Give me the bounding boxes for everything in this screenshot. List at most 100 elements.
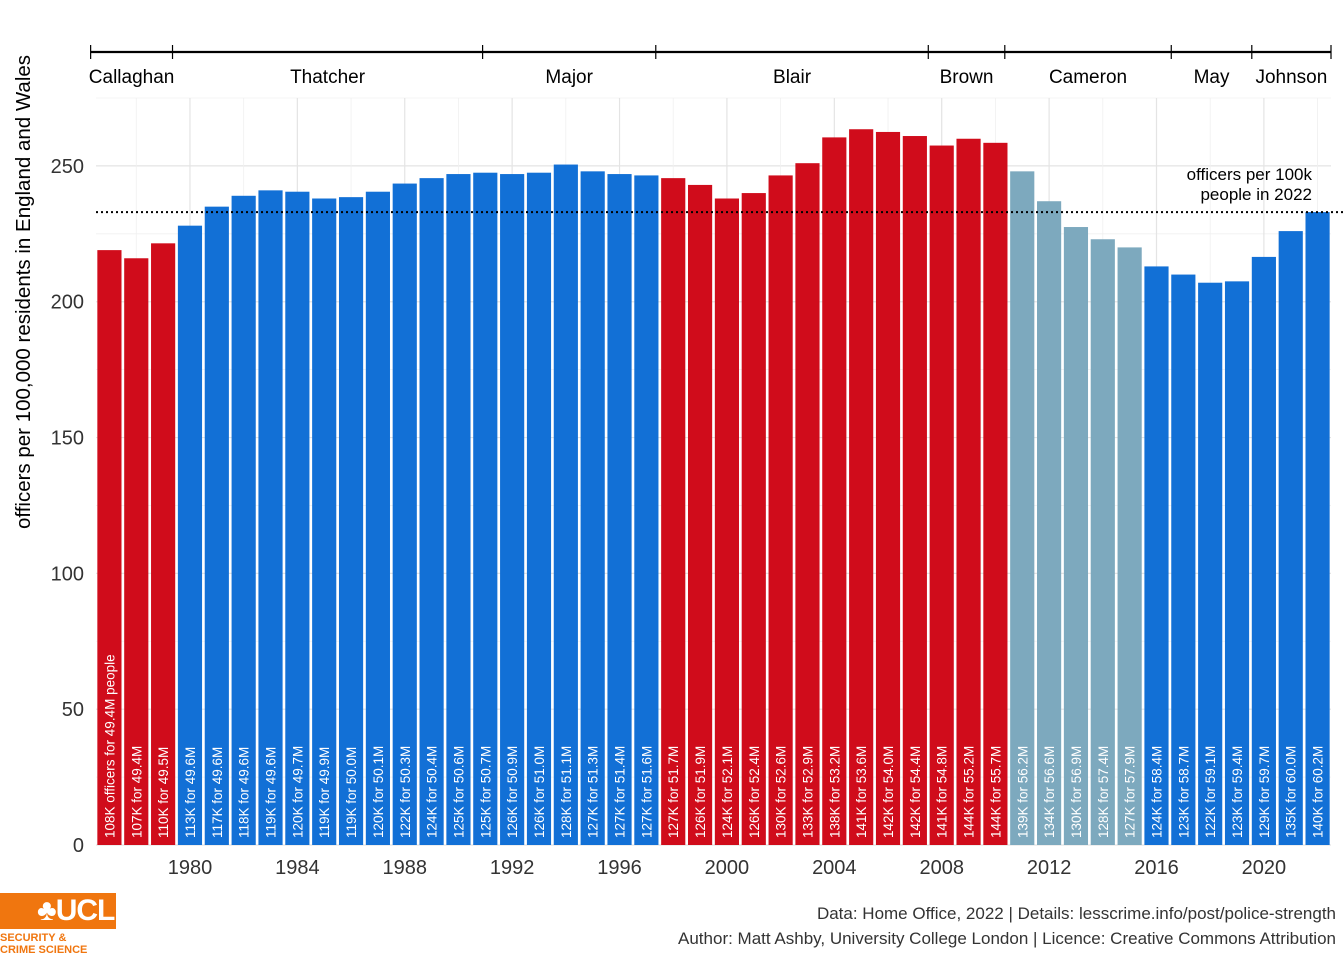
x-tick-label: 1992 bbox=[490, 857, 535, 879]
bar bbox=[312, 198, 337, 846]
bar bbox=[204, 206, 229, 845]
bar-label: 125K for 50.6M bbox=[451, 746, 466, 838]
bar-label: 126K for 51.0M bbox=[532, 746, 547, 838]
bar-label: 140K for 60.2M bbox=[1311, 746, 1326, 838]
bar-label: 123K for 59.4M bbox=[1230, 746, 1245, 838]
bar-label: 120K for 50.1M bbox=[371, 746, 386, 838]
bar bbox=[849, 129, 874, 846]
bar-label: 113K for 49.6M bbox=[183, 747, 198, 838]
bar bbox=[1144, 266, 1169, 845]
x-tick-label: 1984 bbox=[275, 857, 320, 879]
bar-label: 119K for 50.0M bbox=[344, 747, 359, 838]
x-tick-label: 2020 bbox=[1242, 857, 1287, 879]
bar bbox=[607, 174, 632, 846]
pm-label: Johnson bbox=[1255, 67, 1327, 88]
y-tick-label: 50 bbox=[62, 699, 84, 721]
x-tick-label: 2004 bbox=[812, 857, 857, 879]
bar-label: 119K for 49.6M bbox=[264, 747, 279, 838]
ucl-logo-word: ♣UCL bbox=[37, 894, 115, 927]
bar-label: 127K for 51.4M bbox=[613, 746, 628, 838]
bar bbox=[661, 178, 686, 846]
bar-chart: 108K officers for 49.4M people 107K for 4… bbox=[12, 45, 1344, 879]
bar-label: 142K for 54.4M bbox=[908, 746, 923, 838]
pm-label: Major bbox=[545, 67, 593, 88]
bar-label: 122K for 50.3M bbox=[398, 746, 413, 838]
ucl-logo-box: ♣UCL bbox=[0, 893, 116, 929]
bar bbox=[97, 250, 122, 846]
bar bbox=[392, 183, 417, 846]
x-tick-label: 2008 bbox=[919, 857, 964, 879]
bar-label: 128K for 51.1M bbox=[559, 746, 574, 838]
bar bbox=[768, 175, 793, 845]
bar bbox=[446, 174, 471, 846]
bar-label: 126K for 52.4M bbox=[747, 746, 762, 838]
bar-label: 107K for 49.4M bbox=[129, 746, 144, 838]
bar-label: 124K for 58.4M bbox=[1149, 746, 1164, 838]
bar bbox=[553, 164, 578, 845]
bar bbox=[231, 195, 256, 846]
bar-label: 138K for 53.2M bbox=[827, 746, 842, 838]
pm-label: Callaghan bbox=[89, 67, 175, 88]
bar-label: 135K for 60.0M bbox=[1284, 746, 1299, 838]
footer-author: Author: Matt Ashby, University College L… bbox=[678, 929, 1336, 948]
bar bbox=[151, 243, 176, 846]
bar bbox=[365, 191, 390, 845]
bar bbox=[983, 142, 1008, 845]
bar bbox=[822, 137, 847, 845]
bar bbox=[285, 191, 310, 845]
x-tick-label: 1980 bbox=[168, 857, 213, 879]
ucl-logo-line2: CRIME SCIENCE bbox=[0, 944, 88, 956]
bar bbox=[1251, 256, 1276, 845]
bar bbox=[956, 138, 981, 845]
bar-label: 130K for 56.9M bbox=[1069, 746, 1084, 838]
bar-label: 130K for 52.6M bbox=[774, 746, 789, 838]
bar bbox=[714, 198, 740, 846]
bar bbox=[1063, 227, 1089, 845]
pm-label: May bbox=[1194, 67, 1230, 88]
bar bbox=[1010, 171, 1035, 846]
bar bbox=[1198, 282, 1223, 845]
y-tick-label: 0 bbox=[73, 835, 84, 857]
y-tick-label: 250 bbox=[51, 156, 84, 178]
bar bbox=[902, 136, 927, 845]
bar-label: 128K for 57.4M bbox=[1096, 746, 1111, 838]
bar-label: 127K for 51.3M bbox=[586, 746, 601, 838]
bar-label: 118K for 49.6M bbox=[237, 747, 252, 838]
bar-label: 119K for 49.9M bbox=[317, 747, 332, 838]
bar-label: 125K for 50.7M bbox=[478, 746, 493, 838]
pm-label: Blair bbox=[773, 67, 812, 88]
bar bbox=[795, 163, 820, 845]
bar-label: 122K for 59.1M bbox=[1203, 746, 1218, 838]
bar bbox=[1117, 247, 1142, 845]
bar-label: 127K for 51.7M bbox=[666, 746, 681, 838]
x-tick-label: 2012 bbox=[1027, 857, 1072, 879]
bar-label: 129K for 59.7M bbox=[1257, 746, 1272, 838]
bar bbox=[929, 145, 954, 845]
bar bbox=[177, 225, 203, 846]
y-tick-label: 150 bbox=[51, 428, 84, 450]
bar-label: 127K for 57.9M bbox=[1123, 746, 1138, 838]
bar bbox=[124, 258, 149, 845]
bar-label: 127K for 51.6M bbox=[639, 746, 654, 838]
bar bbox=[526, 172, 552, 845]
bar-label: 124K for 50.4M bbox=[425, 746, 440, 838]
bar bbox=[500, 174, 525, 846]
pm-label: Thatcher bbox=[290, 67, 366, 88]
bar-label: 133K for 52.9M bbox=[800, 746, 815, 838]
ucl-logo-line1: SECURITY & bbox=[0, 932, 67, 944]
bar bbox=[1305, 212, 1330, 845]
y-tick-label: 200 bbox=[51, 292, 84, 314]
bar bbox=[1090, 239, 1115, 845]
bar-label: 124K for 52.1M bbox=[720, 746, 735, 838]
bar-label: 126K for 50.9M bbox=[505, 746, 520, 838]
bar bbox=[258, 190, 283, 845]
footer-source: Data: Home Office, 2022 | Details: lessc… bbox=[816, 904, 1336, 923]
bar bbox=[875, 131, 901, 846]
reference-label-line2: people in 2022 bbox=[1200, 185, 1312, 204]
bar bbox=[687, 184, 713, 845]
bar-label: 142K for 54.0M bbox=[881, 746, 896, 838]
bar bbox=[741, 193, 766, 845]
bar bbox=[1171, 274, 1196, 846]
bar-label: 144K for 55.2M bbox=[962, 746, 977, 838]
x-tick-label: 1988 bbox=[383, 857, 428, 879]
